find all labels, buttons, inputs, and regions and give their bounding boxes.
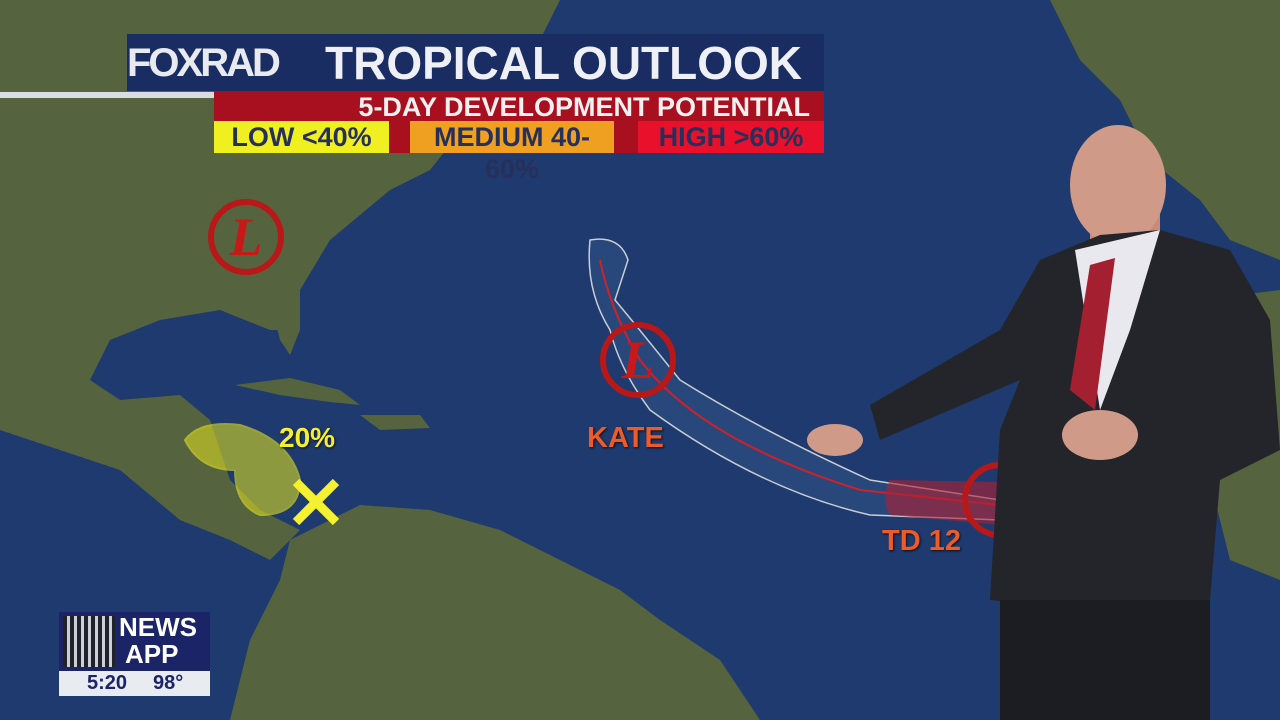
legend-medium: MEDIUM 40-60% bbox=[410, 121, 614, 184]
qr-code-icon bbox=[63, 616, 115, 667]
news-app-bug: NEWS APP 5:20 98° bbox=[59, 612, 210, 696]
land-south-america bbox=[230, 505, 760, 720]
kate-track-line bbox=[599, 259, 1001, 506]
outlook-probability: 20% bbox=[279, 422, 336, 453]
land-cuba bbox=[235, 378, 360, 405]
storm-label-td12: TD 12 bbox=[882, 525, 961, 557]
subtitle-bar: 5-DAY DEVELOPMENT POTENTIAL bbox=[214, 91, 824, 122]
presenter bbox=[807, 125, 1280, 720]
news-label: NEWS bbox=[119, 612, 197, 642]
outlook-area bbox=[183, 423, 302, 517]
logo-text: FOXRAD bbox=[127, 40, 281, 85]
svg-text:L: L bbox=[229, 207, 263, 267]
foxrad-logo: FOXRAD bbox=[127, 38, 281, 88]
page-title: TROPICAL OUTLOOK bbox=[325, 37, 803, 89]
legend-high: HIGH >60% bbox=[638, 121, 824, 153]
time: 5:20 bbox=[87, 672, 128, 694]
land-europe bbox=[1050, 0, 1280, 260]
td12-cone bbox=[885, 480, 1000, 525]
low-pressure-icon: L bbox=[208, 199, 284, 275]
temperature: 98° bbox=[153, 672, 184, 694]
low-pressure-icon: L bbox=[600, 322, 676, 398]
storm-label-kate: KATE bbox=[587, 422, 664, 454]
svg-text:L: L bbox=[621, 330, 655, 390]
divider bbox=[0, 92, 214, 98]
legend-low: LOW <40% bbox=[214, 121, 389, 153]
x-icon bbox=[292, 478, 340, 526]
app-label: APP bbox=[125, 639, 179, 669]
divider bbox=[389, 121, 410, 153]
divider bbox=[614, 121, 638, 153]
subtitle: 5-DAY DEVELOPMENT POTENTIAL bbox=[358, 92, 810, 122]
title-banner: FOXRAD TROPICAL OUTLOOK bbox=[127, 34, 824, 91]
